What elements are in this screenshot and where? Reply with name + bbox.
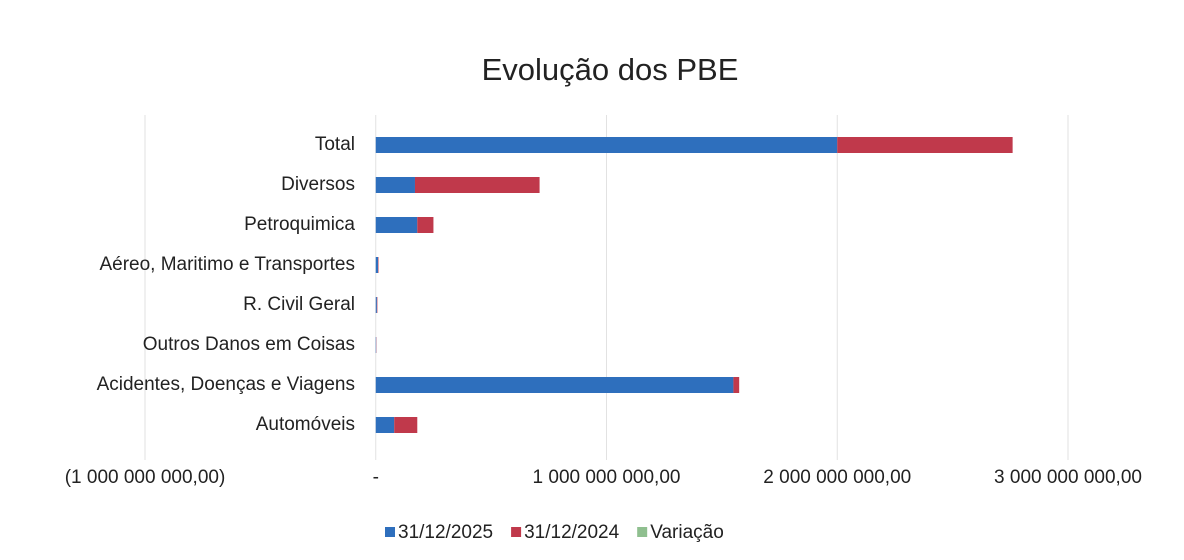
y-tick-label: Automóveis <box>256 414 355 435</box>
legend-label: 31/12/2025 <box>398 522 493 543</box>
y-tick-label: Diversos <box>281 174 355 195</box>
legend-label: Variação <box>650 522 724 543</box>
legend-swatch <box>511 527 522 537</box>
bar <box>837 137 1013 153</box>
bar <box>375 377 734 393</box>
bar <box>375 217 418 233</box>
legend-swatch <box>385 527 395 537</box>
y-tick-label: Petroquimica <box>244 214 355 235</box>
x-tick-label: (1 000 000 000,00) <box>65 467 226 488</box>
x-tick-label: 2 000 000 000,00 <box>763 467 911 488</box>
legend-label: 31/12/2024 <box>524 522 620 543</box>
bar <box>375 297 377 313</box>
x-tick-label: - <box>373 467 379 488</box>
bar <box>375 137 838 153</box>
bar <box>414 177 540 193</box>
chart-title: Evolução dos PBE <box>482 52 739 87</box>
y-tick-label: Acidentes, Doenças e Viagens <box>97 374 355 395</box>
y-tick-label: Aéreo, Maritimo e Transportes <box>99 254 355 275</box>
bar <box>394 417 418 433</box>
y-tick-label: Outros Danos em Coisas <box>143 334 355 355</box>
x-tick-label: 3 000 000 000,00 <box>994 467 1142 488</box>
x-tick-label: 1 000 000 000,00 <box>533 467 681 488</box>
bar <box>417 217 434 233</box>
bar <box>375 257 379 273</box>
y-tick-label: R. Civil Geral <box>243 294 355 315</box>
bar <box>375 177 415 193</box>
legend-swatch <box>637 527 648 537</box>
bar <box>375 417 395 433</box>
y-tick-label: Total <box>315 134 355 155</box>
bar <box>733 377 740 393</box>
